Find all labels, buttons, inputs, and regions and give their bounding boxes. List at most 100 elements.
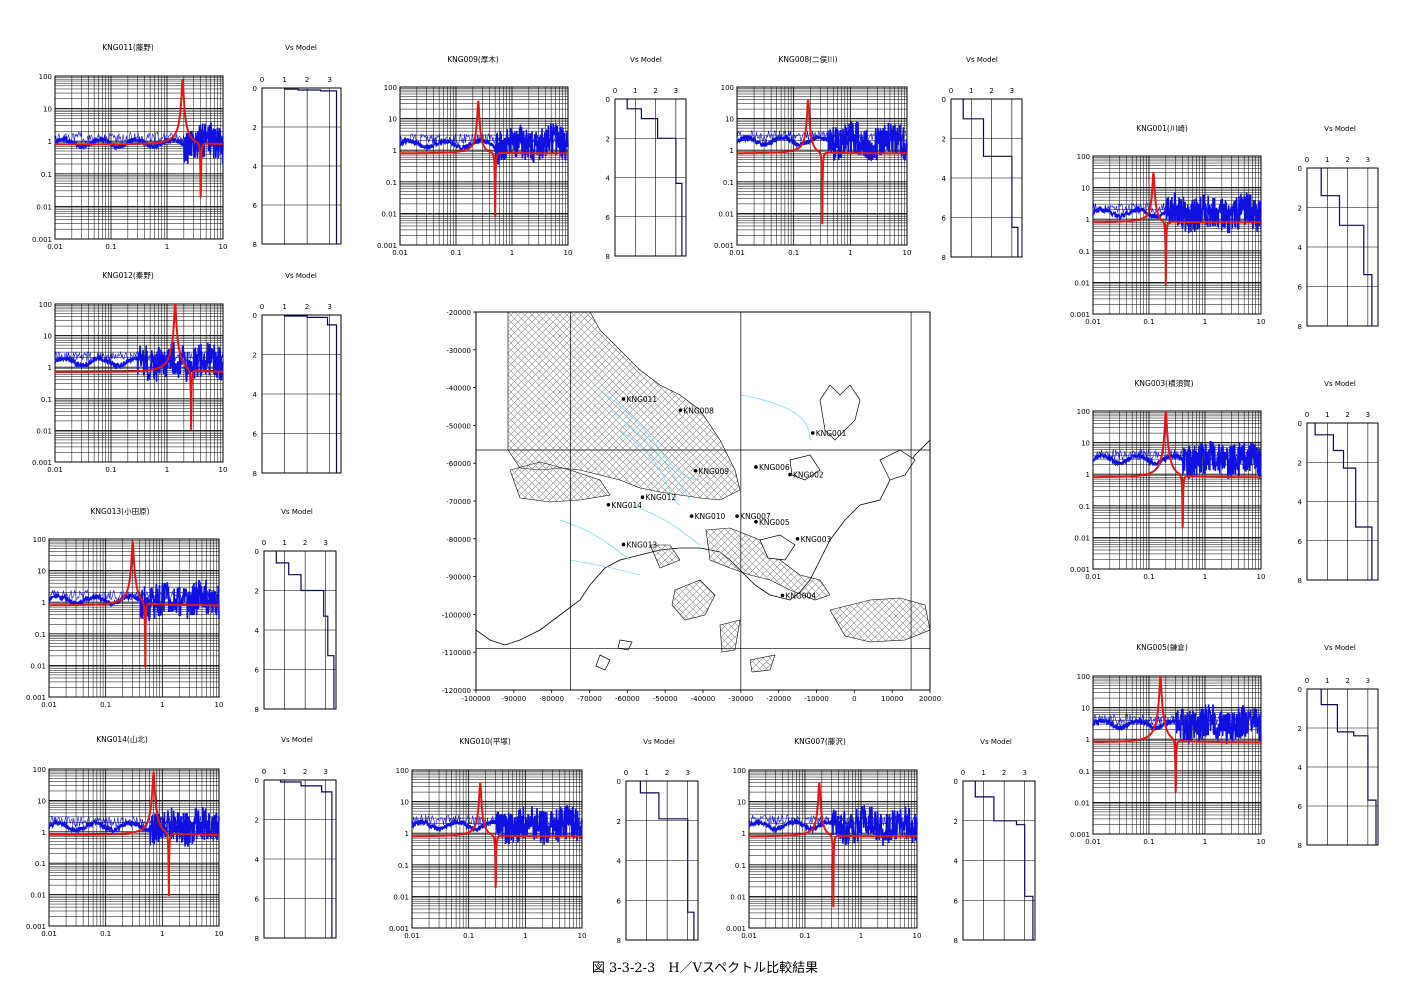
vs-y-tick-label: 0 <box>942 96 946 104</box>
map-x-tick-label: -60000 <box>615 695 640 703</box>
map-x-tick-label: -70000 <box>577 695 602 703</box>
x-tick-label: 0.01 <box>392 249 408 257</box>
vs-x-tick-label: 2 <box>305 303 309 311</box>
y-tick-label: 10 <box>43 106 52 114</box>
station-marker <box>754 465 758 469</box>
x-tick-label: 0.1 <box>1143 573 1154 581</box>
y-tick-label: 0.001 <box>26 923 46 931</box>
vs-grid <box>263 779 336 939</box>
vs-model-title: Vs Model <box>630 56 662 64</box>
vs-y-tick-label: 0 <box>255 777 259 785</box>
y-tick-label: 0.001 <box>714 242 734 250</box>
x-tick-label: 10 <box>219 466 228 474</box>
y-tick-label: 10 <box>725 116 734 124</box>
y-tick-label: 0.001 <box>1070 566 1090 574</box>
vs-y-tick-label: 4 <box>255 856 260 864</box>
hv-panel: KNG014(山北)0.01 0.1 1 100.0010.010.1110100Vs… <box>26 734 337 943</box>
panel-title: KNG009(厚木) <box>447 54 499 64</box>
observed-hv-curve <box>736 121 908 162</box>
vs-grid <box>263 550 336 710</box>
vs-plot-frame <box>950 98 1023 258</box>
x-tick-label: 1 <box>1203 318 1207 326</box>
vs-y-tick-label: 0 <box>617 778 621 786</box>
map-content <box>476 312 930 690</box>
vs-y-tick-label: 0 <box>954 778 958 786</box>
x-tick-label: 10 <box>564 249 573 257</box>
hv-grid <box>48 769 219 927</box>
y-tick-label: 0.1 <box>35 860 46 868</box>
vs-y-tick-label: 2 <box>617 818 621 826</box>
vs-y-tick-label: 2 <box>253 124 257 132</box>
y-tick-label: 0.001 <box>1070 831 1090 839</box>
vs-x-tick-label: 1 <box>969 87 973 95</box>
depth-contour <box>569 559 641 576</box>
y-tick-label: 100 <box>721 84 734 92</box>
y-tick-label: 1 <box>1086 471 1090 479</box>
observed-hv-curve-thin <box>736 130 908 143</box>
vs-x-tick-label: 3 <box>327 303 331 311</box>
vs-y-tick-label: 0 <box>1298 420 1302 428</box>
station-label: KNG001 <box>816 429 847 438</box>
x-tick-label: 0.01 <box>41 701 57 709</box>
vs-y-tick-label: 8 <box>1298 323 1302 331</box>
map-y-tick-label: -100000 <box>442 611 471 619</box>
panel-title: KNG007(藤沢) <box>794 736 846 746</box>
y-tick-label: 10 <box>1081 440 1090 448</box>
hv-panel: KNG005(鎌倉)0.01 0.1 1 100.0010.010.1110100Vs… <box>1070 642 1379 850</box>
vs-profile <box>1320 689 1377 845</box>
y-tick-label: 1 <box>405 830 409 838</box>
panel-title: KNG014(山北) <box>96 734 148 744</box>
map-x-tick-label: -30000 <box>728 695 753 703</box>
figure-caption: 図 3-3-2-3 H／Vスペクトル比較結果 <box>591 961 819 976</box>
vs-profile <box>1314 423 1373 580</box>
station-label: KNG013 <box>627 540 658 549</box>
y-tick-label: 100 <box>396 767 409 775</box>
vs-y-tick-label: 6 <box>617 897 622 905</box>
map-x-tick-label: 20000 <box>919 695 941 703</box>
vs-y-tick-label: 6 <box>1298 538 1303 546</box>
vs-x-tick-label: 3 <box>323 768 327 776</box>
hv-grid <box>54 76 223 240</box>
vs-grid <box>1306 167 1378 327</box>
y-tick-label: 0.001 <box>1070 311 1090 319</box>
station-marker <box>788 472 792 477</box>
vs-x-tick-label: 1 <box>1325 411 1329 419</box>
y-tick-label: 10 <box>388 116 397 124</box>
vs-plot-frame <box>1306 167 1379 327</box>
depth-contour <box>739 394 811 441</box>
y-tick-label: 0.1 <box>35 631 46 639</box>
y-tick-label: 0.01 <box>381 210 397 218</box>
y-tick-label: 100 <box>39 73 52 81</box>
vs-y-tick-label: 4 <box>954 858 959 866</box>
vs-x-tick-label: 0 <box>262 539 266 547</box>
vs-x-tick-label: 0 <box>949 87 953 95</box>
vs-profile <box>974 781 1034 940</box>
station-marker <box>606 502 611 507</box>
y-tick-label: 0.1 <box>41 396 52 404</box>
x-tick-label: 0.1 <box>788 249 799 257</box>
station-label: KNG014 <box>611 501 642 510</box>
coast-detail <box>595 654 611 671</box>
vs-y-tick-label: 8 <box>954 937 958 945</box>
observed-hv-curve <box>54 122 224 164</box>
station-marker <box>735 514 739 518</box>
hv-plot-frame <box>48 768 220 927</box>
panel-title: KNG011(藤野) <box>102 42 154 52</box>
map-y-tick-label: -30000 <box>446 347 471 355</box>
vs-plot-frame <box>962 780 1036 941</box>
station-label: KNG008 <box>683 406 714 415</box>
vs-y-tick-label: 4 <box>617 858 622 866</box>
vs-x-tick-label: 1 <box>1325 677 1329 685</box>
y-tick-label: 0.01 <box>36 427 52 435</box>
x-tick-label: 0.01 <box>729 249 745 257</box>
vs-x-tick-label: 1 <box>282 539 286 547</box>
vs-profile <box>284 88 338 244</box>
vs-y-tick-label: 4 <box>1298 499 1303 507</box>
vs-plot-frame <box>263 550 337 710</box>
vs-plot-frame <box>261 87 342 245</box>
vs-y-tick-label: 4 <box>255 627 260 635</box>
vs-y-tick-label: 2 <box>253 352 257 360</box>
station-marker <box>621 397 626 401</box>
hv-panel: KNG011(藤野)0.01 0.1 1 100.0010.010.1110100Vs… <box>32 42 342 251</box>
station-marker <box>693 468 698 473</box>
